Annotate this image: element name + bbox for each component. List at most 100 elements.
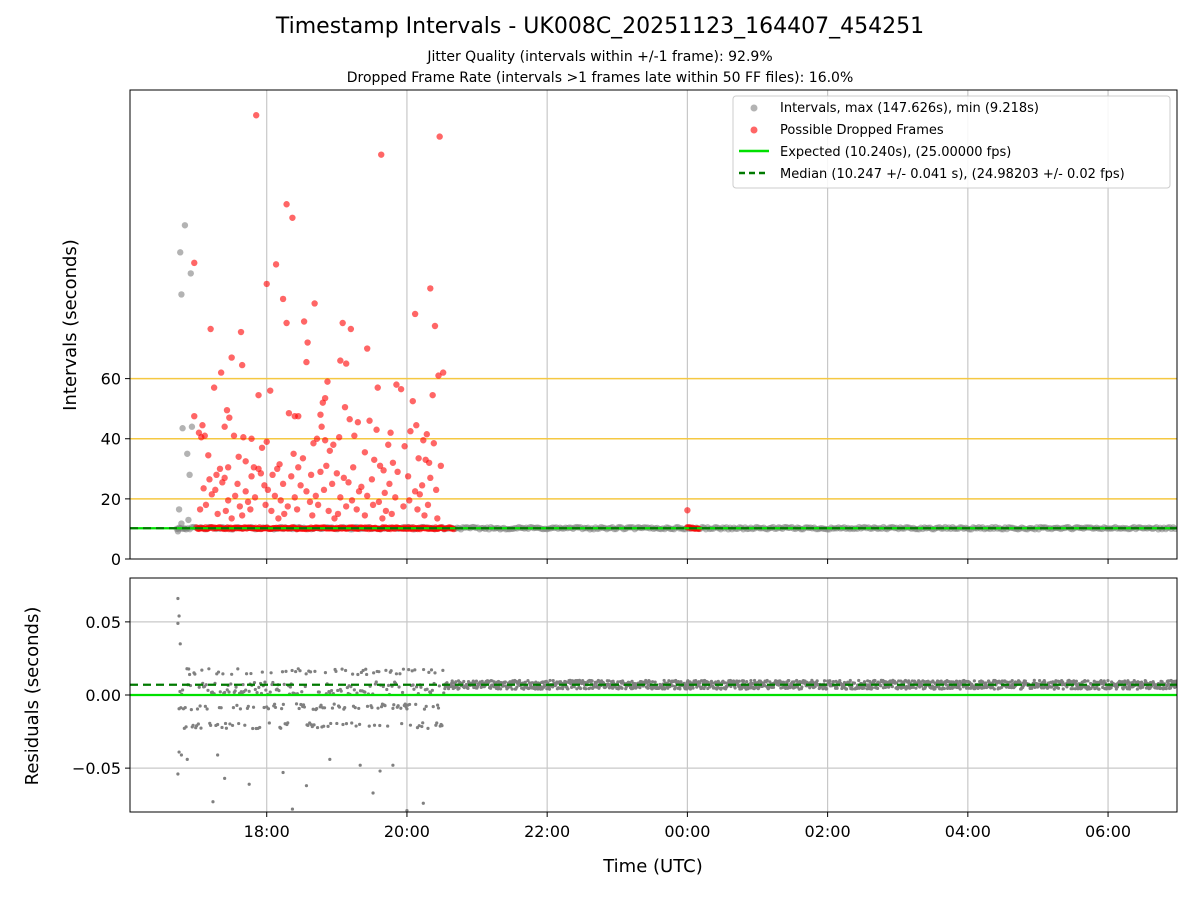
residual-point	[457, 686, 461, 690]
dropped-frame-point	[374, 384, 381, 391]
residual-point	[244, 688, 248, 692]
residual-point	[223, 776, 227, 780]
residual-point	[231, 706, 236, 710]
residual-point	[407, 668, 411, 672]
residual-point	[280, 670, 285, 674]
residual-point	[1005, 680, 1010, 684]
legend-box	[732, 95, 1171, 189]
residual-point	[566, 687, 570, 691]
residual-point	[489, 686, 493, 690]
residual-point	[365, 672, 369, 677]
dropped-frame-point	[341, 403, 349, 411]
residual-point	[939, 679, 943, 683]
residual-point	[253, 687, 257, 692]
dropped-frame-point	[201, 432, 208, 439]
dropped-frame-point	[435, 372, 442, 379]
dropped-frame-point	[258, 444, 266, 451]
residual-point	[870, 686, 874, 690]
dropped-frame-point	[373, 426, 380, 433]
dropped-frame-point	[285, 409, 293, 417]
legend-dropped-marker	[750, 126, 758, 134]
residual-point	[752, 678, 757, 683]
residual-point	[551, 679, 555, 683]
residual-point	[688, 687, 693, 691]
residual-point	[1083, 679, 1087, 683]
residual-point	[185, 757, 189, 761]
dropped-frame-point	[334, 510, 342, 518]
residual-point	[335, 721, 339, 726]
residual-point	[337, 705, 342, 709]
residuals-y-ticks: −0.05 0.00 0.05	[72, 613, 130, 778]
residual-point	[294, 669, 298, 674]
residual-point	[391, 706, 395, 710]
dropped-frame-point	[424, 501, 432, 509]
residual-point	[410, 669, 414, 673]
residual-point	[1061, 687, 1065, 691]
residual-point	[498, 687, 503, 691]
interval-point	[187, 270, 194, 277]
residual-point	[184, 725, 188, 729]
residual-point	[386, 683, 391, 687]
dropped-frame-point	[321, 437, 329, 444]
residual-point	[206, 688, 210, 692]
residual-point	[879, 684, 883, 688]
residual-point	[1168, 686, 1173, 690]
residual-point	[249, 671, 253, 676]
dropped-frame-point	[199, 422, 206, 429]
residual-point	[322, 706, 327, 710]
residual-point	[578, 686, 583, 691]
residual-point	[247, 782, 251, 786]
residual-point	[227, 690, 231, 694]
dropped-frame-point	[288, 473, 295, 480]
residual-point	[269, 671, 273, 675]
residual-point	[308, 670, 313, 674]
residual-point	[216, 670, 221, 674]
residual-point	[981, 680, 985, 684]
residual-point	[443, 687, 447, 691]
residual-point	[466, 686, 470, 691]
residual-point	[400, 721, 404, 726]
residual-point	[506, 685, 510, 690]
residual-point	[934, 685, 939, 689]
dropped-frame-point	[320, 486, 328, 494]
residual-point	[426, 726, 430, 730]
dropped-frame-point	[366, 417, 373, 424]
residual-point	[298, 669, 302, 673]
residual-point	[436, 703, 440, 707]
residual-point	[379, 705, 384, 709]
dropped-frame-point	[330, 441, 337, 448]
y-tick-label: 40	[101, 430, 121, 449]
dropped-frame-point	[342, 360, 350, 367]
residual-point	[280, 707, 284, 711]
residuals-x-ticks: 18:00 20:00 22:00 00:00 02:00 04:00 06:00	[244, 812, 1131, 841]
dropped-frame-point	[223, 406, 231, 414]
residual-point	[1074, 679, 1078, 683]
x-tick-label: 22:00	[524, 822, 570, 841]
residual-point	[268, 690, 272, 694]
dropped-frame-point	[248, 473, 255, 480]
residual-point	[376, 706, 380, 710]
dropped-frame-point	[333, 470, 341, 477]
residual-point	[367, 724, 371, 728]
residual-point	[852, 681, 857, 685]
dropped-frame-point	[217, 369, 225, 376]
residual-point	[304, 672, 308, 676]
residual-point	[572, 685, 576, 689]
residuals-points	[176, 596, 1177, 812]
residual-point	[474, 679, 479, 683]
residual-point	[876, 686, 880, 690]
residual-point	[667, 679, 671, 683]
residual-point	[216, 722, 220, 727]
residual-point	[281, 770, 285, 775]
dropped-frame-point	[339, 319, 346, 327]
dropped-frame-point	[205, 452, 212, 459]
dropped-frame-point	[340, 474, 348, 482]
residual-point	[741, 679, 746, 683]
residual-point	[197, 685, 201, 689]
residual-point	[421, 801, 425, 805]
residual-point	[972, 679, 976, 683]
dropped-frame-point	[368, 476, 376, 483]
residual-point	[377, 670, 381, 674]
dropped-frame-point	[387, 429, 394, 436]
residual-point	[440, 724, 444, 728]
